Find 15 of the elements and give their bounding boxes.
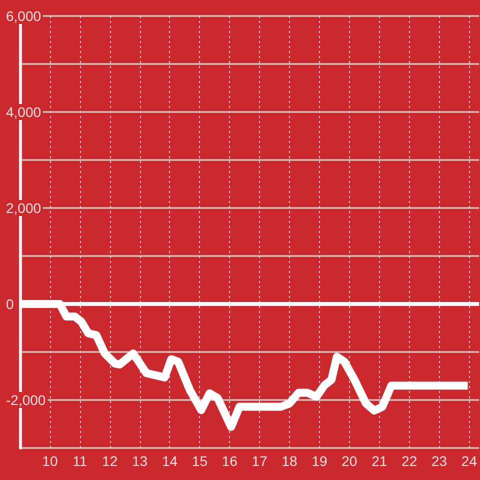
x-tick-label: 12 (102, 453, 118, 469)
x-tick-label: 17 (252, 453, 268, 469)
x-tick-label: 24 (461, 453, 478, 469)
x-tick-label: 11 (72, 453, 88, 469)
x-tick-label: 20 (342, 453, 358, 469)
x-tick-label: 23 (431, 453, 448, 469)
x-tick-label: 19 (312, 453, 328, 469)
x-tick-label: 18 (282, 453, 298, 469)
x-tick-label: 10 (42, 453, 58, 469)
x-tick-label: 15 (192, 453, 208, 469)
x-tick-label: 14 (162, 453, 178, 469)
x-tick-label: 13 (132, 453, 148, 469)
x-tick-label: 16 (222, 453, 238, 469)
x-tick-label: 22 (402, 453, 418, 469)
x-tick-label: 21 (372, 453, 388, 469)
